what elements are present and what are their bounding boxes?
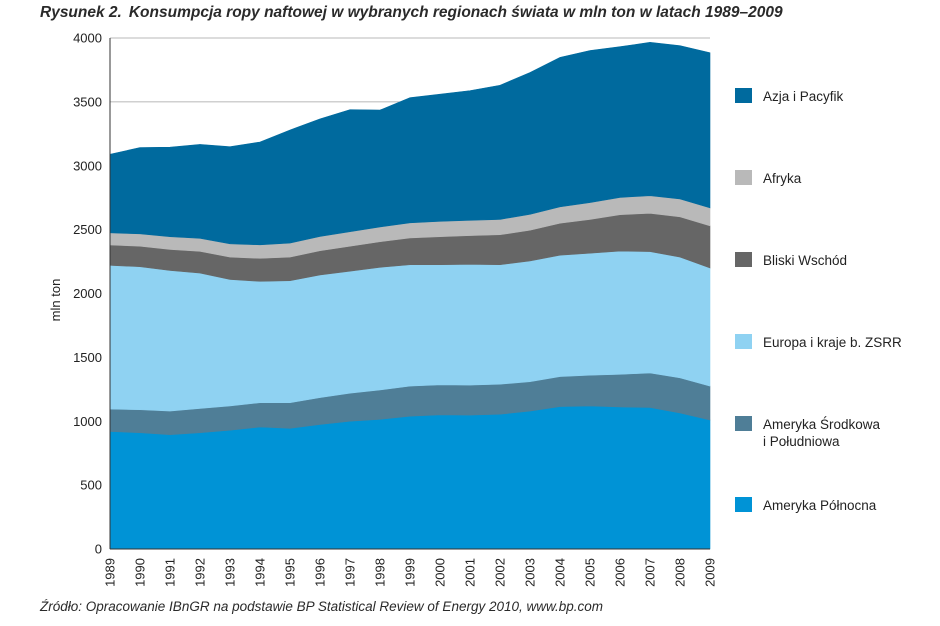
legend-label: Bliski Wschód — [763, 253, 848, 268]
x-tick-label: 2001 — [463, 558, 478, 587]
y-tick-label: 4000 — [73, 31, 102, 46]
y-tick-label: 2500 — [73, 222, 102, 237]
legend-item: Azja i Pacyfik — [735, 88, 843, 105]
x-tick-label: 1996 — [313, 558, 328, 587]
source-note: Źródło: Opracowanie IBnGR na podstawie B… — [40, 599, 604, 614]
figure-title: Rysunek 2. Konsumpcja ropy naftowej w wyb… — [40, 4, 783, 22]
legend-label: Afryka — [763, 171, 802, 186]
legend-item: Ameryka Północna — [735, 497, 876, 514]
x-tick-label: 1990 — [133, 558, 148, 587]
y-tick-label: 500 — [80, 478, 102, 493]
area-series-azja-i-pacyfik — [109, 42, 711, 246]
x-tick-label: 1998 — [373, 558, 388, 587]
x-tick-label: 1997 — [343, 558, 358, 587]
legend-item: Europa i kraje b. ZSRR — [735, 334, 902, 351]
legend-item: Bliski Wschód — [735, 252, 847, 269]
x-tick-label: 1994 — [253, 558, 268, 587]
y-tick-label: 0 — [95, 542, 102, 557]
x-tick-label: 1995 — [283, 558, 298, 587]
legend-swatch — [735, 497, 752, 512]
legend-item: Ameryka Środkowa i Południowa — [735, 416, 880, 450]
legend-label: Azja i Pacyfik — [763, 89, 844, 104]
y-tick-label: 1000 — [73, 414, 102, 429]
legend-swatch — [735, 334, 752, 349]
legend-swatch — [735, 252, 752, 267]
x-tick-label: 1999 — [403, 558, 418, 587]
x-tick-label: 2000 — [433, 558, 448, 587]
x-tick-label: 2003 — [523, 558, 538, 587]
legend-label: Europa i kraje b. ZSRR — [763, 335, 902, 350]
figure-title-text: Konsumpcja ropy naftowej w wybranych reg… — [128, 4, 783, 21]
figure-label: Rysunek 2. — [40, 4, 122, 21]
x-tick-label: 1991 — [163, 558, 178, 587]
x-tick-label: 1989 — [103, 558, 118, 587]
x-tick-label: 2002 — [493, 558, 508, 587]
x-tick-label: 1993 — [223, 558, 238, 587]
x-tick-label: 2006 — [613, 558, 628, 587]
x-tick-label: 2004 — [553, 558, 568, 587]
legend-swatch — [735, 88, 752, 103]
legend-item: Afryka — [735, 170, 801, 187]
x-tick-label: 1992 — [193, 558, 208, 587]
x-tick-label: 2008 — [673, 558, 688, 587]
x-tick-label: 2005 — [583, 558, 598, 587]
chart-legend: Azja i Pacyfik Afryka Bliski Wschód Europa … — [735, 0, 935, 560]
legend-label: Ameryka Północna — [763, 498, 877, 513]
y-tick-label: 1500 — [73, 350, 102, 365]
y-tick-label: 3000 — [73, 158, 102, 173]
y-axis-title: mln ton — [48, 279, 63, 322]
legend-swatch — [735, 170, 752, 185]
x-tick-label: 2007 — [643, 558, 658, 587]
legend-label: Ameryka Środkowa i Południowa — [763, 417, 881, 449]
y-tick-label: 3500 — [73, 94, 102, 109]
x-tick-label: 2009 — [703, 558, 718, 587]
legend-swatch — [735, 416, 752, 431]
y-tick-label: 2000 — [73, 286, 102, 301]
